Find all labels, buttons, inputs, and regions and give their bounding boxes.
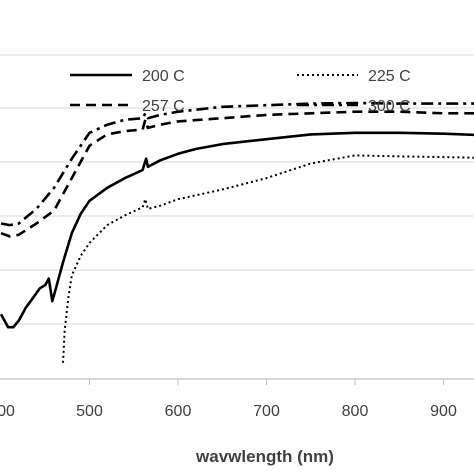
x-tick-label: 500 (76, 403, 103, 420)
legend-label: 300 C (368, 98, 411, 115)
legend-label: 225 C (368, 68, 411, 85)
x-axis: 00 500 600 700 800 900 (0, 378, 474, 420)
series-group (0, 101, 474, 363)
series-line-225-c (62, 154, 474, 363)
series-line-300-c (0, 101, 474, 227)
legend: 200 C 225 C 257 C 300 C (70, 68, 411, 115)
x-tick-label: 700 (253, 403, 280, 420)
series-line-257-c (0, 110, 474, 238)
x-axis-title: wavwlength (nm) (195, 447, 334, 466)
x-tick-label: 600 (165, 403, 192, 420)
x-tick-label: 800 (342, 403, 369, 420)
series-line-200-c (0, 131, 474, 329)
gridlines (0, 54, 474, 325)
legend-label: 200 C (142, 68, 185, 85)
x-tick-label: 900 (430, 403, 457, 420)
legend-label: 257 C (142, 98, 185, 115)
x-tick-label: 00 (0, 403, 15, 420)
